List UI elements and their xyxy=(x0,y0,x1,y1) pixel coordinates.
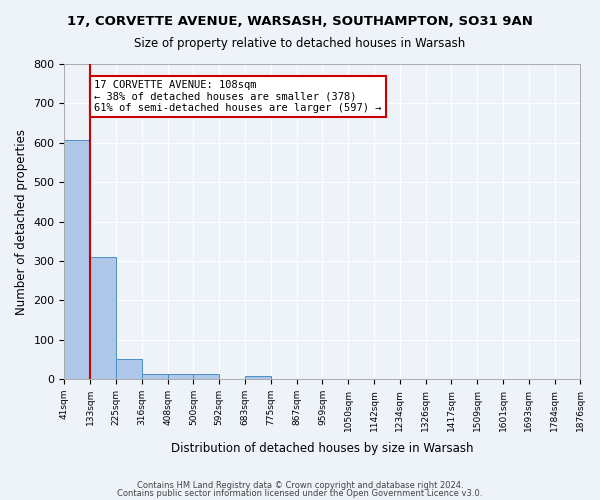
Text: Size of property relative to detached houses in Warsash: Size of property relative to detached ho… xyxy=(134,38,466,51)
X-axis label: Distribution of detached houses by size in Warsash: Distribution of detached houses by size … xyxy=(171,442,474,455)
Bar xyxy=(142,374,167,379)
Bar xyxy=(64,140,90,379)
Y-axis label: Number of detached properties: Number of detached properties xyxy=(15,128,28,314)
Bar xyxy=(245,376,271,379)
Text: 17 CORVETTE AVENUE: 108sqm
← 38% of detached houses are smaller (378)
61% of sem: 17 CORVETTE AVENUE: 108sqm ← 38% of deta… xyxy=(94,80,382,113)
Text: Contains HM Land Registry data © Crown copyright and database right 2024.: Contains HM Land Registry data © Crown c… xyxy=(137,481,463,490)
Text: Contains public sector information licensed under the Open Government Licence v3: Contains public sector information licen… xyxy=(118,488,482,498)
Bar xyxy=(193,374,219,379)
Text: 17, CORVETTE AVENUE, WARSASH, SOUTHAMPTON, SO31 9AN: 17, CORVETTE AVENUE, WARSASH, SOUTHAMPTO… xyxy=(67,15,533,28)
Bar xyxy=(116,360,142,379)
Bar xyxy=(167,374,193,379)
Bar xyxy=(90,256,116,379)
